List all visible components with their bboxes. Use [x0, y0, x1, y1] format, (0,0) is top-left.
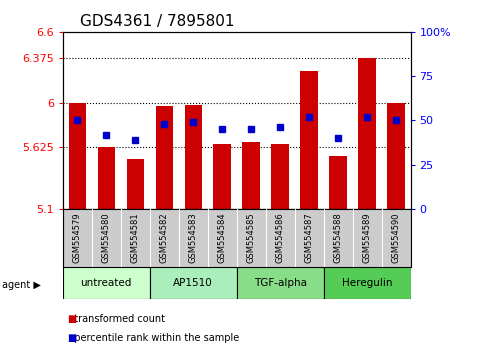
Text: percentile rank within the sample: percentile rank within the sample: [68, 333, 239, 343]
Bar: [358, 58, 376, 209]
Text: GSM554585: GSM554585: [247, 213, 256, 263]
Text: GSM554583: GSM554583: [189, 213, 198, 263]
Text: agent ▶: agent ▶: [2, 280, 41, 290]
Text: ■: ■: [68, 333, 77, 343]
Text: transformed count: transformed count: [68, 314, 165, 324]
Text: GSM554579: GSM554579: [73, 213, 82, 263]
Text: GSM554584: GSM554584: [218, 213, 227, 263]
Bar: [150, 267, 237, 299]
Text: ■: ■: [68, 314, 77, 324]
Bar: [300, 71, 318, 209]
Text: GSM554590: GSM554590: [392, 213, 400, 263]
Bar: [387, 103, 405, 209]
Text: AP1510: AP1510: [173, 278, 213, 288]
Text: GSM554587: GSM554587: [305, 213, 313, 263]
Bar: [69, 103, 86, 209]
Text: GSM554581: GSM554581: [131, 213, 140, 263]
Bar: [213, 144, 231, 209]
Text: untreated: untreated: [81, 278, 132, 288]
Text: GSM554586: GSM554586: [276, 213, 284, 263]
Text: GSM554580: GSM554580: [102, 213, 111, 263]
Text: GDS4361 / 7895801: GDS4361 / 7895801: [80, 14, 235, 29]
Bar: [242, 142, 260, 209]
Text: Heregulin: Heregulin: [342, 278, 392, 288]
Bar: [63, 267, 150, 299]
Bar: [271, 144, 289, 209]
Text: TGF-alpha: TGF-alpha: [254, 278, 307, 288]
Bar: [237, 267, 324, 299]
Bar: [98, 148, 115, 209]
Bar: [156, 106, 173, 209]
Bar: [185, 105, 202, 209]
Text: GSM554582: GSM554582: [160, 213, 169, 263]
Bar: [324, 267, 411, 299]
Text: GSM554588: GSM554588: [334, 213, 342, 263]
Bar: [127, 159, 144, 209]
Bar: [329, 156, 347, 209]
Text: GSM554589: GSM554589: [363, 213, 371, 263]
